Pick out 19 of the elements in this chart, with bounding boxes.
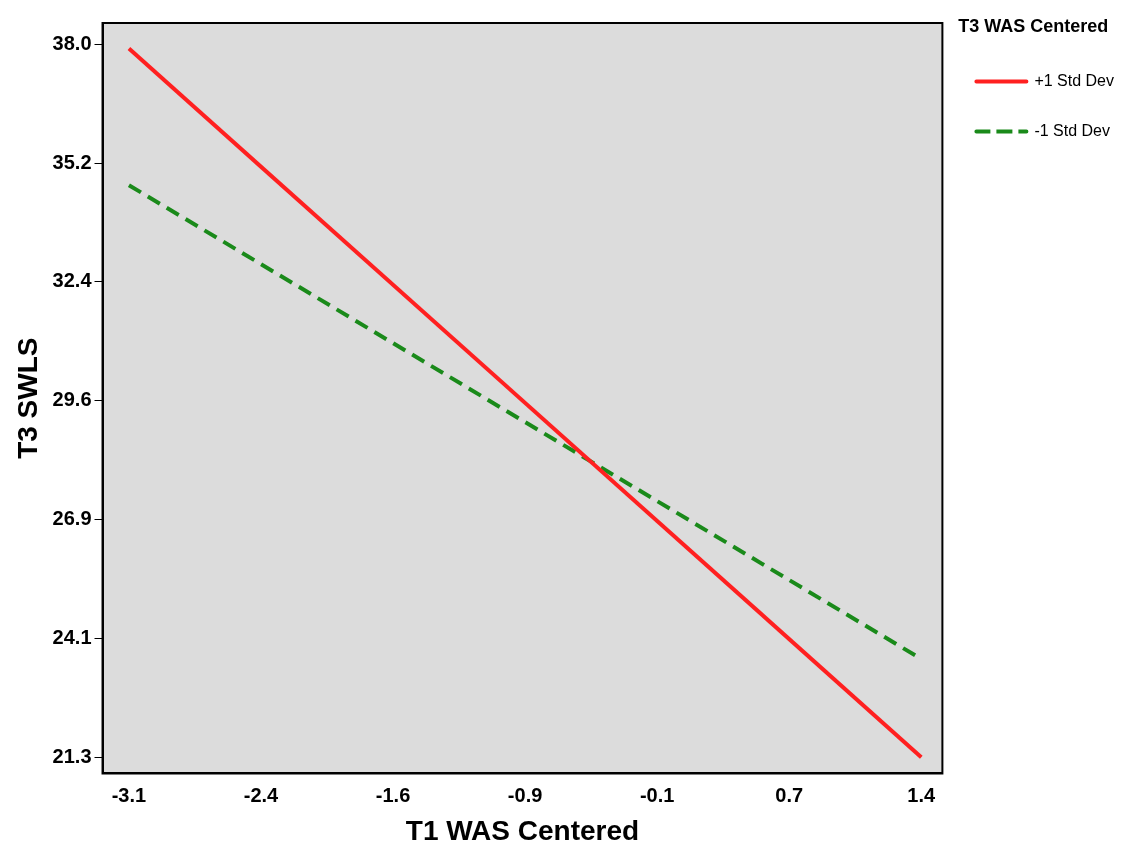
y-tick-label: 35.2 [52,150,92,173]
y-tick-label: 21.3 [52,744,92,767]
x-tick-label: -0.1 [639,783,675,806]
x-tick-label: -0.9 [507,783,543,806]
y-tick-label: 26.9 [52,507,92,530]
y-tick-label: 38.0 [52,31,92,54]
legend-label: +1 Std Dev [1034,72,1115,90]
y-tick-label: 29.6 [52,388,92,411]
x-axis-title: T1 WAS Centered [405,814,640,846]
legend-title: T3 WAS Centered [958,15,1109,36]
x-tick-label: -1.6 [375,783,411,806]
y-axis-title: T3 SWLS [11,337,43,459]
x-tick-label: -3.1 [111,783,147,806]
y-tick-label: 24.1 [52,625,92,648]
x-tick-label: -2.4 [243,783,280,806]
x-tick-label: 1.4 [907,783,937,806]
legend-label: -1 Std Dev [1034,122,1110,140]
x-tick-label: 0.7 [775,783,804,806]
y-tick-label: 32.4 [52,269,93,292]
